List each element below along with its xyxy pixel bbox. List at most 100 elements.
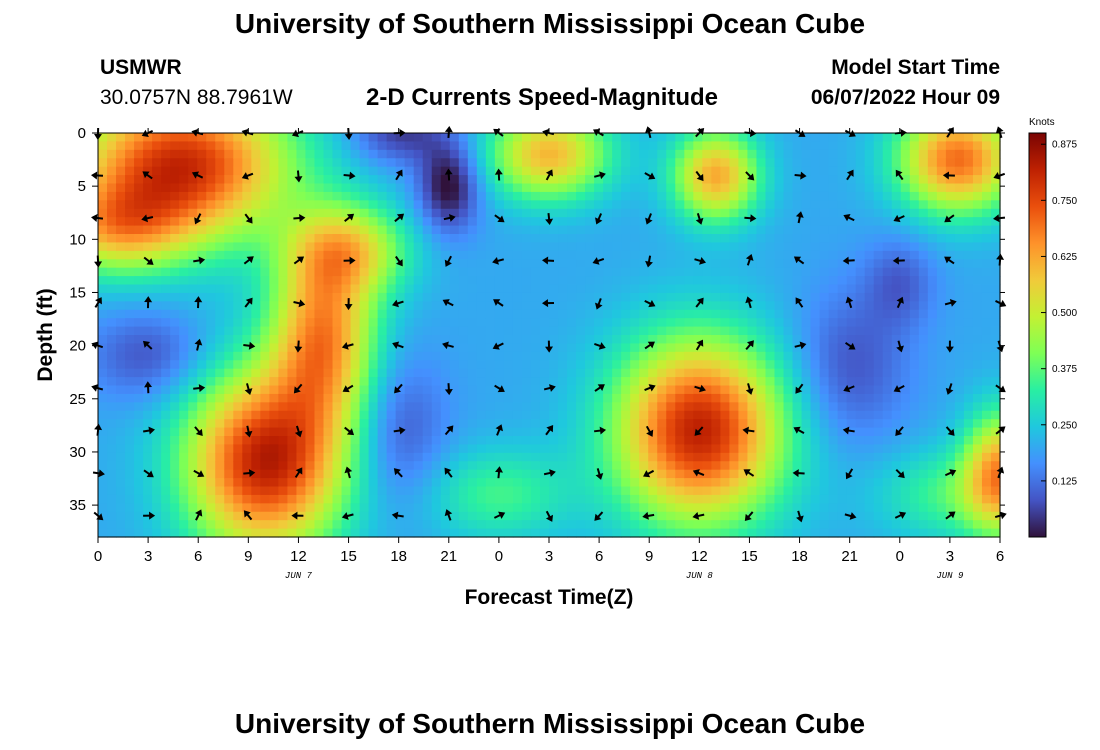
heatmap-cell (179, 335, 189, 345)
heatmap-cell (143, 528, 153, 538)
heatmap-cell (449, 503, 460, 513)
heatmap-cell (422, 301, 433, 311)
heatmap-cell (675, 469, 685, 479)
heatmap-cell (467, 335, 478, 345)
heatmap-cell (720, 208, 730, 218)
heatmap-cell (152, 250, 162, 260)
heatmap-cell (837, 217, 848, 227)
heatmap-cell (323, 133, 334, 143)
heatmap-cell (729, 368, 740, 378)
heatmap-cell (296, 276, 307, 286)
heatmap-cell (314, 217, 325, 227)
heatmap-cell (756, 377, 767, 387)
heatmap-cell (954, 158, 965, 168)
heatmap-cell (323, 351, 334, 361)
heatmap-cell (341, 402, 352, 412)
heatmap-cell (377, 503, 388, 513)
heatmap-cell (224, 410, 234, 420)
heatmap-cell (215, 242, 225, 252)
heatmap-cell (341, 326, 352, 336)
heatmap-cell (828, 343, 839, 353)
heatmap-cell (134, 335, 144, 345)
heatmap-cell (404, 149, 415, 159)
heatmap-cell (152, 175, 162, 185)
heatmap-cell (657, 326, 667, 336)
heatmap-cell (341, 318, 352, 328)
heatmap-cell (648, 436, 658, 446)
heatmap-cell (927, 351, 938, 361)
heatmap-cell (747, 419, 758, 429)
heatmap-cell (873, 427, 884, 437)
heatmap-cell (314, 335, 325, 345)
heatmap-cell (657, 393, 667, 403)
heatmap-cell (386, 419, 397, 429)
heatmap-cell (206, 149, 216, 159)
heatmap-cell (756, 478, 767, 488)
heatmap-cell (648, 419, 658, 429)
heatmap-cell (350, 217, 361, 227)
heatmap-cell (224, 149, 234, 159)
heatmap-cell (801, 276, 812, 286)
heatmap-cell (359, 318, 370, 328)
heatmap-cell (404, 200, 415, 210)
heatmap-cell (467, 175, 478, 185)
heatmap-cell (549, 133, 559, 143)
heatmap-cell (305, 250, 316, 260)
heatmap-cell (594, 528, 604, 538)
heatmap-cell (350, 511, 361, 521)
heatmap-cell (251, 267, 261, 277)
heatmap-cell (386, 141, 397, 151)
heatmap-cell (161, 503, 171, 513)
heatmap-cell (233, 250, 243, 260)
heatmap-cell (197, 309, 207, 319)
heatmap-cell (188, 133, 198, 143)
heatmap-cell (98, 368, 108, 378)
heatmap-cell (558, 166, 568, 176)
heatmap-cell (873, 494, 884, 504)
heatmap-cell (819, 301, 830, 311)
heatmap-cell (260, 351, 270, 361)
heatmap-cell (314, 141, 325, 151)
heatmap-cell (467, 217, 478, 227)
heatmap-cell (206, 301, 216, 311)
heatmap-cell (269, 461, 279, 471)
heatmap-cell (494, 520, 505, 530)
heatmap-cell (801, 141, 812, 151)
heatmap-cell (756, 410, 767, 420)
heatmap-cell (206, 511, 216, 521)
heatmap-cell (170, 326, 180, 336)
heatmap-cell (981, 175, 992, 185)
heatmap-cell (972, 520, 983, 530)
heatmap-cell (873, 208, 884, 218)
heatmap-cell (954, 393, 965, 403)
heatmap-cell (819, 158, 830, 168)
heatmap-cell (963, 343, 974, 353)
heatmap-cell (603, 158, 613, 168)
heatmap-cell (386, 436, 397, 446)
heatmap-cell (350, 175, 361, 185)
heatmap-cell (368, 427, 379, 437)
heatmap-cell (98, 528, 108, 538)
heatmap-cell (512, 284, 523, 294)
heatmap-cell (981, 208, 992, 218)
heatmap-cell (269, 528, 279, 538)
heatmap-cell (476, 250, 487, 260)
heatmap-cell (125, 183, 135, 193)
heatmap-cell (485, 175, 496, 185)
heatmap-cell (945, 191, 956, 201)
heatmap-cell (774, 520, 785, 530)
heatmap-cell (251, 208, 261, 218)
heatmap-cell (801, 486, 812, 496)
heatmap-cell (431, 242, 442, 252)
heatmap-cell (549, 309, 559, 319)
heatmap-cell (792, 292, 803, 302)
heatmap-cell (395, 351, 406, 361)
heatmap-cell (503, 326, 514, 336)
heatmap-cell (657, 511, 667, 521)
heatmap-cell (215, 520, 225, 530)
heatmap-cell (567, 259, 577, 269)
heatmap-cell (666, 486, 676, 496)
heatmap-cell (494, 503, 505, 513)
heatmap-cell (756, 503, 767, 513)
heatmap-cell (422, 191, 433, 201)
